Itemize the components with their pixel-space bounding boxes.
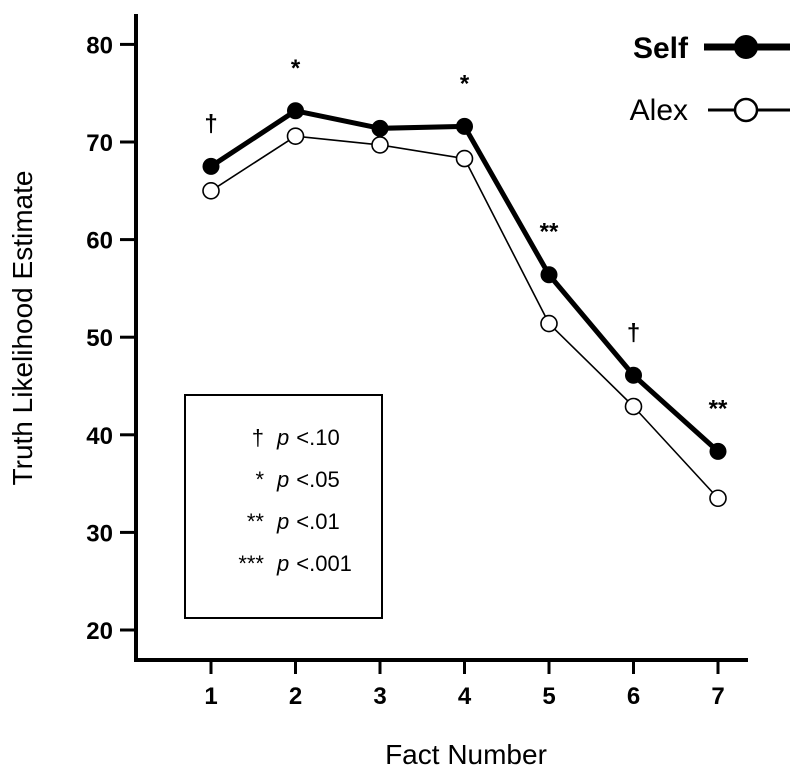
significance-marker: **	[709, 395, 728, 422]
key-stat: p	[276, 509, 289, 534]
significance-marker: †	[204, 110, 217, 137]
significance-marker: **	[540, 219, 559, 246]
key-threshold: p <.10	[276, 425, 340, 450]
data-point-self	[202, 157, 220, 175]
significance-marker: *	[291, 55, 301, 82]
data-point-self	[456, 117, 473, 135]
data-point-alex	[455, 149, 474, 168]
x-tick-label: 6	[627, 683, 640, 710]
y-tick-label: 40	[86, 423, 113, 450]
x-tick-label: 5	[542, 683, 555, 710]
data-point-alex	[709, 489, 727, 508]
key-stat: p	[276, 551, 289, 576]
x-tick-label: 4	[458, 683, 472, 710]
y-tick-label: 20	[86, 618, 113, 645]
key-threshold: p <.01	[276, 509, 340, 534]
data-point-self	[625, 366, 642, 384]
significance-marker: *	[460, 70, 470, 97]
legend-label-self: Self	[633, 32, 689, 65]
y-tick-label: 80	[86, 32, 113, 59]
data-point-self	[540, 266, 558, 284]
data-point-self	[287, 102, 304, 120]
x-axis-label: Fact Number	[385, 739, 547, 770]
key-symbol: ***	[238, 551, 264, 576]
significance-key: † p <.10 * p <.05 ** p <.01 *** p <.001	[184, 394, 383, 619]
key-value: <.01	[296, 509, 339, 534]
y-axis-label: Truth Likelihood Estimate	[7, 171, 38, 486]
data-point-alex	[286, 127, 305, 145]
series-layer	[202, 102, 727, 508]
key-symbol: **	[247, 509, 265, 534]
data-point-alex	[202, 182, 220, 200]
data-point-alex	[371, 136, 389, 154]
y-ticks: 20 30 40 50 60 70 80	[86, 32, 136, 645]
x-tick-label: 3	[373, 683, 386, 710]
key-symbol: *	[255, 467, 264, 492]
significance-markers: †****†**	[204, 55, 728, 423]
legend-label-alex: Alex	[630, 94, 688, 127]
y-tick-label: 70	[86, 130, 113, 157]
data-point-alex	[540, 314, 558, 333]
data-point-self	[709, 442, 727, 460]
x-ticks: 1 2 3 4 5 6 7	[204, 660, 725, 710]
key-threshold: p <.05	[276, 467, 340, 492]
key-value: <.10	[296, 425, 339, 450]
x-tick-label: 2	[289, 683, 302, 710]
key-value: <.001	[296, 551, 352, 576]
significance-key-box	[184, 394, 383, 619]
x-tick-label: 1	[204, 683, 217, 710]
legend: Self Alex	[630, 32, 790, 127]
key-threshold: p <.001	[276, 551, 352, 576]
x-tick-label: 7	[711, 683, 724, 710]
y-tick-label: 30	[86, 520, 113, 547]
legend-marker-self	[734, 35, 758, 59]
significance-marker: †	[627, 319, 640, 346]
y-tick-label: 60	[86, 228, 113, 255]
data-point-self	[371, 119, 389, 137]
key-stat: p	[276, 425, 289, 450]
key-value: <.05	[296, 467, 339, 492]
legend-marker-alex	[733, 97, 759, 123]
key-symbol: †	[252, 425, 264, 450]
y-tick-label: 50	[86, 325, 113, 352]
data-point-alex	[624, 397, 643, 416]
key-stat: p	[276, 467, 289, 492]
